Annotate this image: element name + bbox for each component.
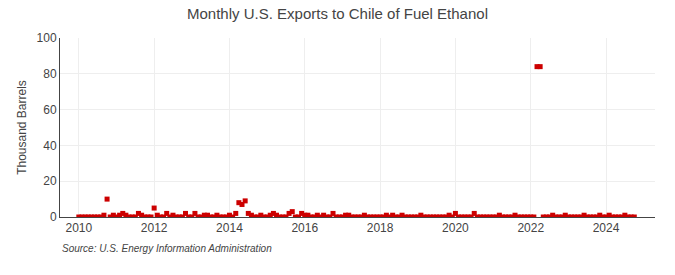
svg-text:Source: U.S. Energy Informatio: Source: U.S. Energy Information Administ… xyxy=(62,243,272,254)
svg-text:2012: 2012 xyxy=(141,221,168,235)
svg-text:2016: 2016 xyxy=(291,221,318,235)
svg-text:80: 80 xyxy=(43,67,57,81)
svg-text:20: 20 xyxy=(43,174,57,188)
svg-text:0: 0 xyxy=(50,210,57,224)
svg-text:2018: 2018 xyxy=(367,221,394,235)
svg-text:2010: 2010 xyxy=(65,221,92,235)
svg-text:Thousand Barrels: Thousand Barrels xyxy=(15,80,29,175)
svg-text:2024: 2024 xyxy=(593,221,620,235)
svg-text:Monthly U.S. Exports to Chile: Monthly U.S. Exports to Chile of Fuel Et… xyxy=(187,5,488,22)
svg-text:2022: 2022 xyxy=(517,221,544,235)
svg-text:100: 100 xyxy=(37,31,57,45)
svg-text:60: 60 xyxy=(43,103,57,117)
svg-text:2014: 2014 xyxy=(216,221,243,235)
svg-text:2020: 2020 xyxy=(442,221,469,235)
svg-text:40: 40 xyxy=(43,139,57,153)
